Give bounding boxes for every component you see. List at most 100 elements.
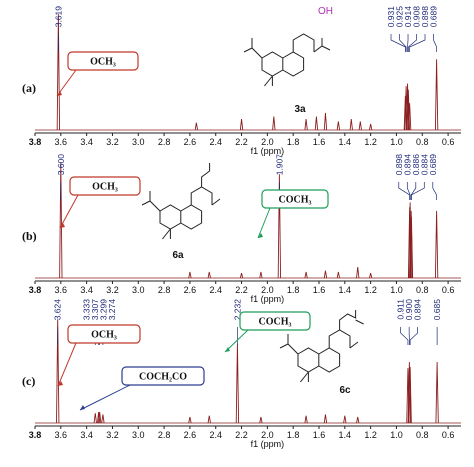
- x-tick-label: 3.6: [55, 285, 68, 295]
- x-tick-label: 2.2: [235, 430, 248, 440]
- callout-text: COCH₃: [259, 317, 292, 328]
- x-tick-label: 3.0: [132, 430, 145, 440]
- peak-label-leader: [409, 34, 426, 52]
- x-tick-label: 3.2: [106, 137, 119, 147]
- x-tick-label: 2.6: [184, 285, 197, 295]
- x-tick-label: 1.6: [313, 285, 326, 295]
- callout-text: COCH₂CO: [139, 372, 187, 383]
- peak: [188, 416, 192, 424]
- callout-text: OCH₃: [90, 57, 116, 68]
- peak: [207, 271, 211, 279]
- peak-label: 0.911: [396, 299, 406, 320]
- callout-arrow: [59, 194, 79, 229]
- x-tick-label: 2.0: [261, 285, 274, 295]
- peak: [336, 271, 341, 279]
- x-tick-label: 1.4: [339, 137, 352, 147]
- peak-label-leader: [409, 327, 418, 345]
- callout-arrow: [79, 384, 131, 411]
- x-tick-label: 3.2: [106, 285, 119, 295]
- x-tick-label: 1.2: [364, 137, 377, 147]
- callout-arrowhead: [258, 233, 263, 238]
- x-tick-label: 0.8: [416, 430, 429, 440]
- x-tick-label: 3.0: [132, 285, 145, 295]
- x-tick-label: 1.8: [287, 430, 300, 440]
- x-tick-label: 0.6: [442, 137, 455, 147]
- x-tick-label: 2.4: [209, 430, 222, 440]
- callout-arrow: [257, 207, 271, 239]
- peak-label: 0.925: [395, 6, 405, 28]
- x-tick-label: 2.6: [184, 430, 197, 440]
- x-tick-label: 3.4: [80, 137, 93, 147]
- callout-box: [121, 366, 205, 386]
- callout-arrow: [57, 342, 77, 387]
- x-tick-label: 0.8: [416, 137, 429, 147]
- x-tick-label: 1.0: [390, 137, 403, 147]
- peak: [358, 121, 362, 131]
- x-tick-label: 2.4: [209, 137, 222, 147]
- x-tick-label: 3.4: [80, 430, 93, 440]
- x-tick-label: 1.2: [364, 430, 377, 440]
- x-tick-label: 3.8: [29, 137, 42, 147]
- callout-text: OCH₃: [92, 182, 118, 193]
- peak: [349, 118, 353, 131]
- peak: [314, 116, 319, 131]
- peak-label: 3.274: [107, 299, 117, 321]
- x-tick-label: 3.0: [132, 137, 145, 147]
- callout-arrowhead: [80, 405, 85, 410]
- panel-label: (a): [22, 81, 36, 95]
- x-tick-label: 3.8: [29, 430, 42, 440]
- x-tick-label: 1.4: [339, 285, 352, 295]
- peak: [59, 162, 63, 279]
- substituent-label: OH: [318, 6, 333, 17]
- x-tick-label: 3.6: [55, 430, 68, 440]
- peak-label: 3.624: [53, 299, 63, 321]
- peak: [194, 122, 199, 131]
- peak: [239, 273, 244, 279]
- callout-text: OCH₃: [91, 330, 117, 341]
- compound-label: 3a: [294, 104, 306, 115]
- x-tick-label: 2.8: [158, 137, 171, 147]
- peak-label-leader: [398, 182, 410, 200]
- peak: [101, 414, 105, 424]
- peak: [188, 271, 192, 279]
- peak-label: 0.894: [402, 154, 412, 176]
- peak: [368, 123, 373, 131]
- x-tick-label: 2.0: [261, 137, 274, 147]
- peak: [304, 118, 308, 131]
- compound-label: 6a: [172, 250, 184, 261]
- x-tick-label: 2.2: [235, 285, 248, 295]
- peak: [403, 95, 408, 131]
- x-tick-label: 1.0: [390, 285, 403, 295]
- peak: [239, 118, 244, 131]
- callout-box: [67, 51, 139, 71]
- callout-box: [67, 324, 141, 344]
- callout-arrow: [224, 329, 249, 353]
- structure-6c: [279, 310, 364, 383]
- peak-label-leader: [399, 34, 407, 52]
- x-tick-label: 1.0: [390, 430, 403, 440]
- peak: [259, 416, 263, 424]
- peak-label-leader: [432, 182, 437, 200]
- x-tick-label: 0.8: [416, 285, 429, 295]
- peak-label: 0.898: [394, 154, 404, 176]
- x-tick-label: 2.8: [158, 430, 171, 440]
- callout-text: COCH₃: [279, 195, 312, 206]
- peak-label-leader: [411, 182, 425, 200]
- x-tick-label: 2.8: [158, 285, 171, 295]
- callout-arrowhead: [225, 347, 230, 352]
- peak-label: 0.689: [429, 6, 439, 28]
- peak-label: 0.931: [386, 6, 396, 28]
- x-tick-label: 1.2: [364, 285, 377, 295]
- x-tick-label: 1.4: [339, 430, 352, 440]
- x-tick-label: 3.2: [106, 430, 119, 440]
- callout-box: [261, 189, 329, 209]
- x-tick-label: 2.6: [184, 137, 197, 147]
- peak-label: 0.886: [411, 154, 421, 176]
- peak: [405, 83, 410, 131]
- peak: [56, 319, 60, 424]
- peak: [356, 266, 360, 279]
- panel-label: (b): [22, 229, 37, 243]
- callout-box: [239, 311, 311, 331]
- peak-label-leader: [406, 182, 411, 200]
